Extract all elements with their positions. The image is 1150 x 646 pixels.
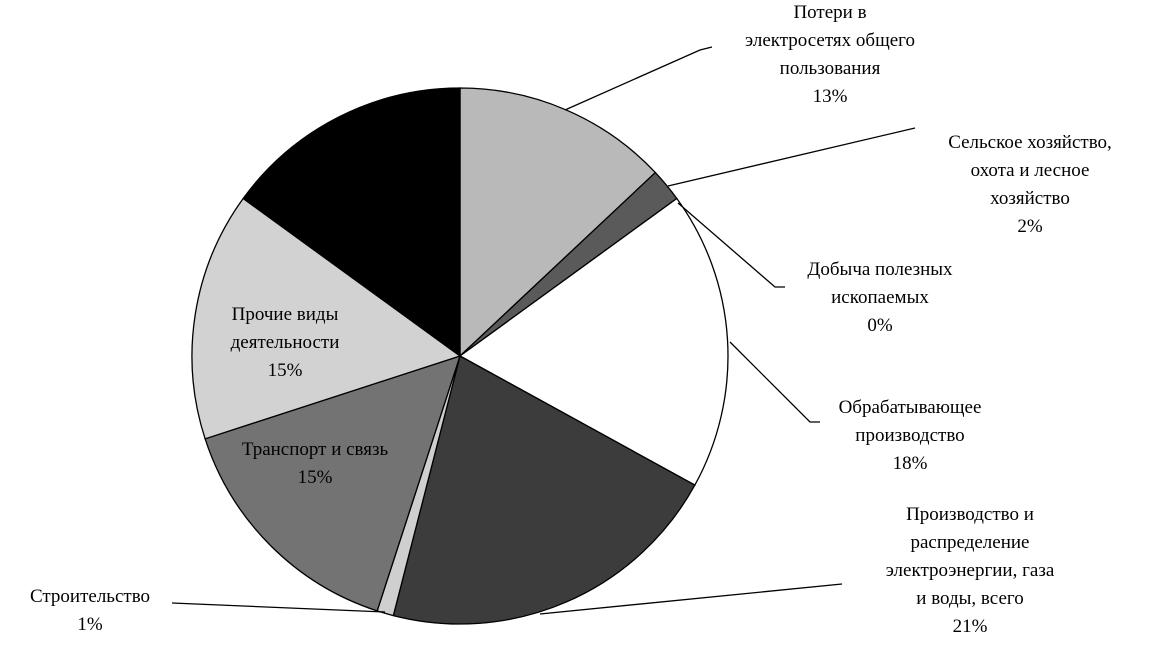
pie-slice: [392, 355, 696, 625]
value-label: 21%: [953, 616, 988, 637]
slice-label: Потери в электросетях общего пользования: [745, 2, 915, 79]
slice-label: Строительство: [30, 586, 150, 607]
slice-label-line: пользования: [780, 58, 881, 79]
value-label: 13%: [813, 86, 848, 107]
pie-slice: [191, 197, 462, 440]
value-label: 15%: [268, 360, 303, 381]
slice-label-line: распределение: [910, 532, 1029, 553]
slice-label: Прочие виды деятельности: [231, 304, 340, 353]
value-label: 2%: [1017, 216, 1043, 237]
slice-label: Сельское хозяйство, охота и лесное хозяйст…: [948, 132, 1112, 209]
slice-label-line: электросетях общего: [745, 30, 915, 51]
leader-line: [564, 46, 713, 111]
value-label: 18%: [893, 453, 928, 474]
slice-label-line: производство: [855, 425, 964, 446]
slice-label-line: деятельности: [231, 332, 340, 353]
leader-line: [667, 127, 916, 187]
slice-label-line: ископаемых: [831, 287, 929, 308]
slice-label: Обрабатывающее производство: [839, 397, 982, 446]
leader-line: [539, 583, 843, 615]
slice-label-line: Производство и: [906, 504, 1034, 525]
leader-line: [677, 202, 785, 288]
leader-line: [729, 341, 820, 423]
pie-slice: [459, 87, 657, 358]
slice-label: Добыча полезных ископаемых: [807, 259, 953, 308]
slice-label-line: хозяйство: [990, 188, 1070, 209]
slice-label-line: Обрабатывающее: [839, 397, 982, 418]
slice-label: Транспорт и связь: [242, 439, 389, 460]
pie-slice: [458, 197, 729, 486]
slice-label-line: Транспорт и связь: [242, 439, 389, 460]
slice-label-line: Сельское хозяйство,: [948, 132, 1112, 153]
pie-slice: [204, 354, 462, 612]
slice-label-line: Добыча полезных: [807, 259, 953, 280]
slice-label: Производство и распределение электроэнерги…: [886, 504, 1055, 609]
leader-line: [171, 602, 386, 613]
slice-label-line: охота и лесное: [971, 160, 1090, 181]
pie-slice: [242, 87, 461, 358]
slice-label-line: Прочие виды: [232, 304, 339, 325]
value-label: 15%: [298, 467, 333, 488]
slice-label-line: и воды, всего: [916, 588, 1023, 609]
slice-label-line: электроэнергии, газа: [886, 560, 1055, 581]
slice-label-line: Потери в: [793, 2, 866, 23]
value-label: 1%: [77, 614, 103, 635]
slice-label-line: Строительство: [30, 586, 150, 607]
value-label: 0%: [867, 315, 893, 336]
